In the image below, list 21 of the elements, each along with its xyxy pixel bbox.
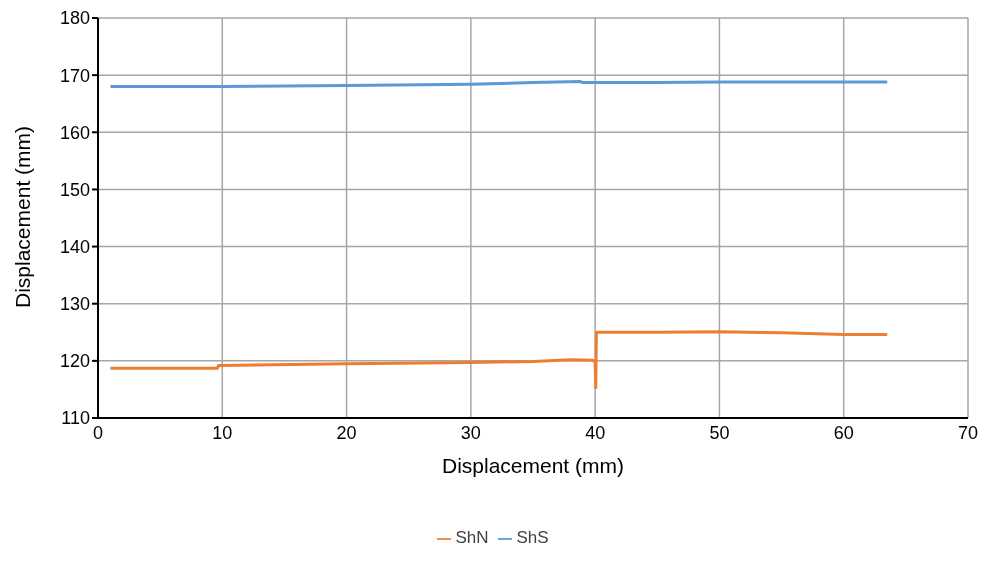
y-axis-title: Displacement (mm) [11, 125, 35, 308]
x-tick-label: 30 [460, 422, 481, 443]
y-tick-label: 140 [59, 236, 90, 257]
y-tick-label: 150 [59, 179, 90, 200]
legend-label: ShN [455, 528, 489, 547]
x-tick-label: 60 [833, 422, 854, 443]
x-tick-label: 0 [92, 422, 104, 443]
x-axis-title: Displacement (mm) [441, 453, 625, 477]
y-tick-label: 110 [61, 408, 90, 429]
line-series [108, 330, 889, 390]
y-tick-label: 160 [59, 122, 90, 143]
y-tick-label: 130 [59, 294, 90, 315]
x-tick-label: 10 [212, 422, 233, 443]
y-tick-label: 180 [59, 8, 90, 29]
legend-label: ShS [516, 528, 549, 547]
x-tick-label: 40 [585, 422, 606, 443]
y-tick-label: 120 [59, 351, 90, 372]
x-tick-label: 70 [957, 422, 979, 443]
x-tick-label: 20 [336, 422, 357, 443]
y-tick-label: 170 [59, 65, 90, 86]
x-tick-label: 50 [709, 422, 730, 443]
